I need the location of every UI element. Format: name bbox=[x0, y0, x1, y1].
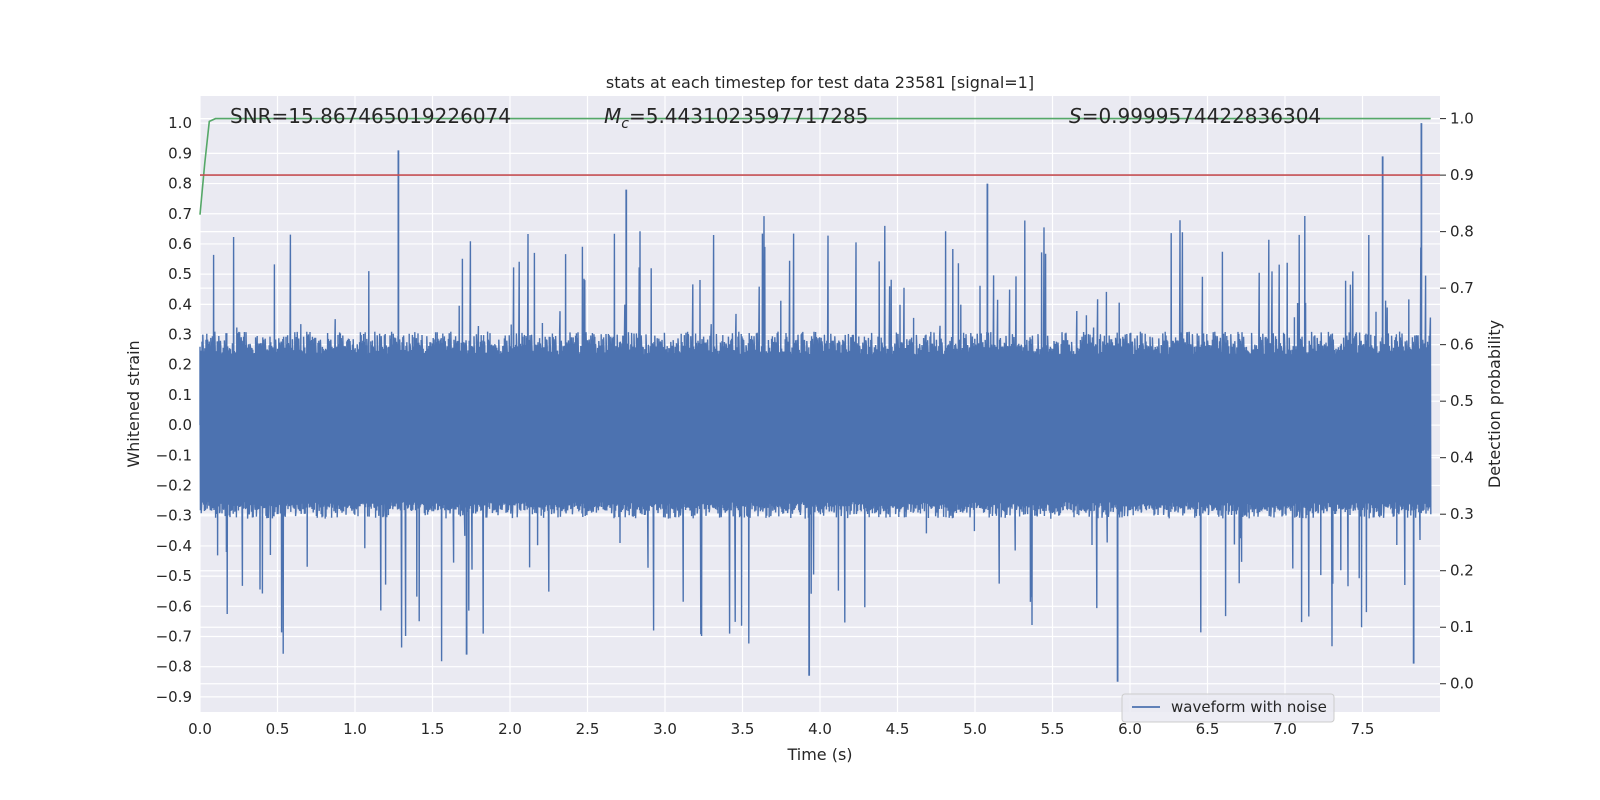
y-axis-ticks: 1.0 0.9 0.8 0.7 0.6 0.5 0.4 0.3 0.2 0.1 0.0 −0.1 −0.… bbox=[156, 114, 192, 706]
x-tick-label: 0.0 bbox=[188, 720, 212, 738]
y2-tick-label: 0.8 bbox=[1450, 223, 1474, 241]
legend: waveform with noise bbox=[1121, 693, 1335, 723]
y-tick-label: 1.0 bbox=[168, 114, 192, 132]
s-value: =0.9999574422836304 bbox=[1082, 104, 1321, 128]
y-tick-label: 0.5 bbox=[168, 265, 192, 283]
y-tick-label: 0.3 bbox=[168, 326, 192, 344]
score-annotation: S=0.9999574422836304 bbox=[1069, 104, 1321, 128]
y-tick-label: 0.0 bbox=[168, 416, 192, 434]
x-axis-ticks: 0.0 0.5 1.0 1.5 2.0 2.5 3.0 3.5 4.0 4.5 5.0 5.5 6.0 6… bbox=[188, 720, 1374, 738]
y-tick-label: −0.1 bbox=[156, 446, 192, 464]
x-tick-label: 6.5 bbox=[1196, 720, 1220, 738]
waveform-noise-path bbox=[199, 215, 1432, 662]
x-tick-label: 5.5 bbox=[1041, 720, 1065, 738]
y-tick-label: 0.1 bbox=[168, 386, 192, 404]
x-tick-label: 7.0 bbox=[1273, 720, 1297, 738]
y2-axis-label: Detection probability bbox=[1485, 320, 1504, 488]
x-tick-label: 2.0 bbox=[498, 720, 522, 738]
x-tick-label: 2.5 bbox=[576, 720, 600, 738]
mc-value: =5.4431023597717285 bbox=[629, 104, 868, 128]
x-tick-label: 6.0 bbox=[1118, 720, 1142, 738]
y-tick-label: −0.3 bbox=[156, 507, 192, 525]
y2-tick-label: 0.7 bbox=[1450, 279, 1474, 297]
y-tick-label: −0.7 bbox=[156, 628, 192, 646]
x-tick-label: 4.5 bbox=[886, 720, 910, 738]
y-tick-label: 0.8 bbox=[168, 175, 192, 193]
x-tick-label: 0.5 bbox=[266, 720, 290, 738]
x-tick-label: 1.5 bbox=[421, 720, 445, 738]
y2-tick-label: 0.4 bbox=[1450, 449, 1474, 467]
y-tick-label: −0.5 bbox=[156, 567, 192, 585]
y-tick-label: 0.9 bbox=[168, 144, 192, 162]
y-tick-label: −0.9 bbox=[156, 688, 192, 706]
y2-tick-label: 0.6 bbox=[1450, 336, 1474, 354]
detection-probability-line bbox=[199, 117, 1431, 215]
y2-tick-label: 0.0 bbox=[1450, 675, 1474, 693]
snr-annotation: SNR=15.867465019226074 bbox=[230, 104, 511, 128]
legend-box bbox=[1121, 693, 1335, 723]
x-tick-label: 3.0 bbox=[653, 720, 677, 738]
y-axis-label: Whitened strain bbox=[124, 340, 143, 467]
mc-subscript: c bbox=[621, 116, 629, 132]
mc-symbol: M bbox=[604, 104, 621, 128]
chirp-mass-annotation: Mc=5.4431023597717285 bbox=[604, 104, 868, 132]
s-symbol: S bbox=[1069, 104, 1082, 128]
x-tick-label: 5.0 bbox=[963, 720, 987, 738]
legend-entry-waveform: waveform with noise bbox=[1171, 698, 1327, 716]
x-tick-label: 4.0 bbox=[808, 720, 832, 738]
y2-axis-ticks: 1.0 0.9 0.8 0.7 0.6 0.5 0.4 0.3 0.2 0.1 0.0 bbox=[1440, 110, 1474, 693]
y-tick-label: 0.4 bbox=[168, 295, 192, 313]
x-tick-label: 3.5 bbox=[731, 720, 755, 738]
x-tick-label: 7.5 bbox=[1351, 720, 1375, 738]
y-tick-label: −0.8 bbox=[156, 658, 192, 676]
y2-tick-label: 1.0 bbox=[1450, 110, 1474, 128]
chart-title: stats at each timestep for test data 235… bbox=[606, 73, 1034, 92]
y2-tick-label: 0.9 bbox=[1450, 166, 1474, 184]
y2-tick-label: 0.2 bbox=[1450, 562, 1474, 580]
x-tick-label: 1.0 bbox=[343, 720, 367, 738]
y-tick-label: 0.2 bbox=[168, 356, 192, 374]
y2-tick-label: 0.5 bbox=[1450, 392, 1474, 410]
y-tick-label: −0.4 bbox=[156, 537, 192, 555]
y-tick-label: −0.2 bbox=[156, 477, 192, 495]
y-tick-label: 0.7 bbox=[168, 205, 192, 223]
waveform-series bbox=[199, 123, 1432, 682]
y2-tick-label: 0.1 bbox=[1450, 618, 1474, 636]
probability-series bbox=[199, 117, 1440, 215]
y-tick-label: 0.6 bbox=[168, 235, 192, 253]
y2-tick-label: 0.3 bbox=[1450, 505, 1474, 523]
y-tick-label: −0.6 bbox=[156, 597, 192, 615]
x-axis-label: Time (s) bbox=[786, 745, 852, 764]
